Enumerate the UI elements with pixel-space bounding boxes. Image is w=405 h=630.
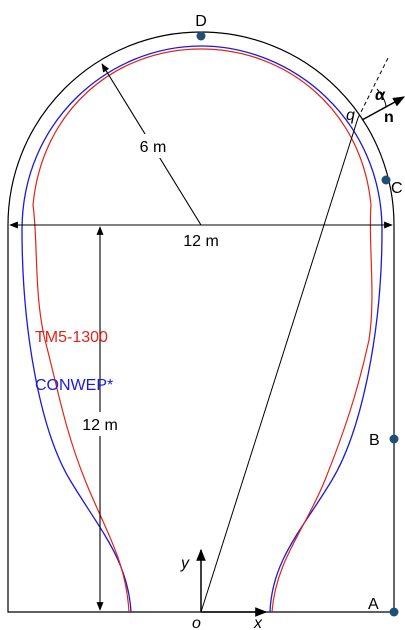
conwep-curve (21, 45, 383, 613)
point-d-dot (196, 31, 206, 41)
label-bg (78, 412, 122, 436)
height-label: 12 m (82, 417, 118, 434)
origin-label: o (192, 615, 201, 630)
label-bg (131, 134, 175, 158)
radius-label: 6 m (140, 139, 167, 156)
point-b-dot (389, 434, 399, 444)
point-label: C (391, 180, 403, 197)
point-a-dot (389, 607, 399, 617)
axis-label: y (180, 555, 190, 572)
tm5-curve (32, 48, 373, 613)
point-label: q (346, 107, 355, 124)
normal-arrow (361, 96, 405, 121)
axis-label: x (253, 615, 263, 630)
point-c-dot (381, 175, 391, 185)
conwep-label: CONWEP* (35, 377, 113, 394)
tm5-label: TM5-1300 (35, 329, 108, 346)
ray (200, 117, 359, 613)
normal-label: n (384, 109, 394, 126)
tunnel-outline (7, 31, 395, 613)
point-label: B (369, 432, 380, 449)
width-label: 12 m (183, 233, 219, 250)
angle-label: α (375, 87, 386, 104)
angle-arc (376, 88, 387, 108)
point-label: A (368, 596, 379, 613)
point-label: D (195, 13, 207, 30)
